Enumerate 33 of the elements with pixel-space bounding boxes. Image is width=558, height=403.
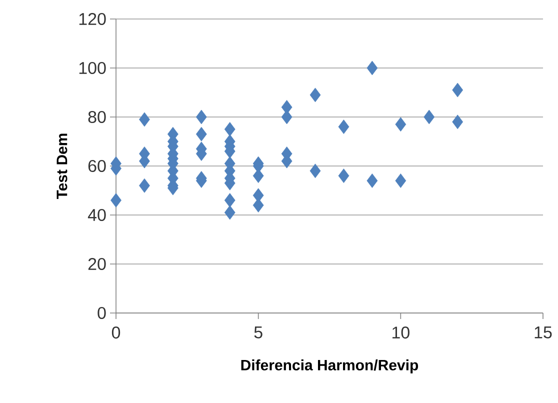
y-tick-label: 120 [79, 12, 106, 26]
x-tick-label: 10 [392, 326, 410, 339]
point [139, 178, 150, 193]
point [110, 193, 122, 208]
point [224, 193, 236, 208]
point [224, 122, 236, 136]
point [338, 120, 350, 134]
point [395, 117, 406, 132]
point [452, 114, 464, 130]
y-axis-title: Test Dem [56, 134, 68, 200]
point [395, 173, 406, 188]
point [224, 205, 236, 220]
point [196, 126, 207, 142]
y-tick-label: 100 [79, 62, 106, 74]
x-tick-label: 15 [534, 326, 552, 338]
point [424, 110, 435, 124]
point [139, 112, 150, 127]
x-tick-label: 5 [254, 326, 262, 338]
y-tick-label: 20 [88, 258, 106, 270]
x-tick-label: 0 [112, 326, 120, 339]
point [196, 110, 207, 124]
point [310, 164, 321, 178]
point [310, 88, 321, 102]
y-tick-label: 0 [98, 306, 106, 320]
point [338, 168, 350, 183]
y-tick-label: 60 [88, 160, 106, 172]
point [366, 60, 378, 76]
point [366, 173, 378, 188]
y-tick-label: 40 [88, 208, 106, 222]
x-axis-title: Diferencia Harmon/Revip [241, 359, 418, 374]
point [452, 82, 464, 98]
y-tick-label: 80 [88, 110, 106, 124]
point [252, 168, 264, 183]
